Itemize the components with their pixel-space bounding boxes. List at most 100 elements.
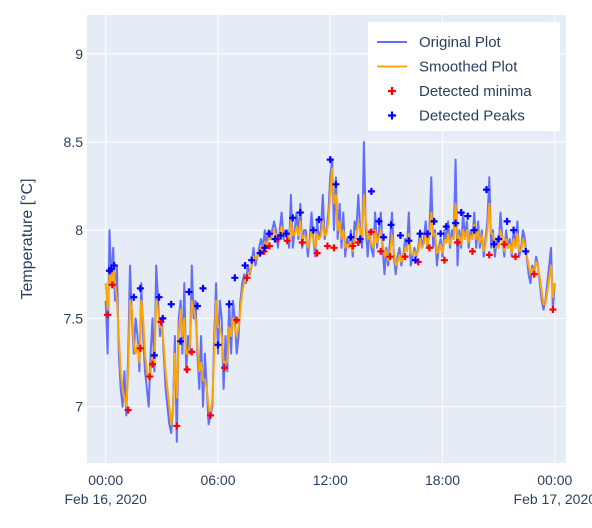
marker-point-3 — [332, 180, 340, 188]
y-tick-label: 7.5 — [64, 310, 84, 326]
marker-point-3 — [416, 230, 424, 238]
marker-point-3 — [185, 288, 193, 296]
marker-point-3 — [248, 256, 256, 264]
marker-point-3 — [265, 230, 273, 238]
marker-point-3 — [396, 231, 404, 239]
legend[interactable]: Original Plot Smoothed Plot Detected minim… — [368, 22, 560, 131]
marker-point-2 — [148, 360, 156, 368]
marker-point-2 — [367, 228, 375, 236]
marker-point-3 — [159, 314, 167, 322]
marker-point-3 — [150, 351, 158, 359]
x-tick-date-label: Feb 17, 2020 — [514, 491, 592, 507]
marker-point-3 — [347, 233, 355, 241]
legend-item-label[interactable]: Detected minima — [419, 83, 532, 100]
marker-point-3 — [277, 231, 285, 239]
x-tick-label: 18:00 — [425, 472, 460, 488]
marker-point-3 — [470, 226, 478, 234]
marker-point-2 — [221, 364, 229, 372]
marker-point-2 — [243, 274, 251, 282]
marker-point-3 — [231, 274, 239, 282]
y-tick-label: 8.5 — [64, 134, 84, 150]
x-tick-label: 00:00 — [537, 472, 572, 488]
marker-point-2 — [206, 411, 214, 419]
marker-point-3 — [452, 219, 460, 227]
marker-point-2 — [349, 242, 357, 250]
marker-point-2 — [354, 239, 362, 247]
marker-point-2 — [485, 251, 493, 259]
marker-point-2 — [530, 270, 538, 278]
marker-point-2 — [136, 344, 144, 352]
marker-point-2 — [183, 366, 191, 374]
marker-point-2 — [511, 253, 519, 261]
legend-item-label[interactable]: Detected Peaks — [419, 108, 525, 125]
marker-point-3 — [495, 235, 503, 243]
marker-point-3 — [326, 156, 334, 164]
marker-point-3 — [199, 284, 207, 292]
marker-point-3 — [167, 300, 175, 308]
marker-point-2 — [104, 311, 112, 319]
marker-point-3 — [107, 265, 115, 273]
series-layer — [104, 141, 557, 443]
marker-point-2 — [468, 247, 476, 255]
x-tick-label: 12:00 — [313, 472, 348, 488]
marker-point-3 — [430, 217, 438, 225]
marker-point-3 — [271, 235, 279, 243]
marker-point-2 — [233, 316, 241, 324]
marker-point-2 — [440, 256, 448, 264]
marker-point-2 — [377, 247, 385, 255]
marker-point-3 — [405, 237, 413, 245]
marker-point-3 — [367, 187, 375, 195]
marker-point-2 — [108, 281, 116, 289]
marker-point-3 — [296, 209, 304, 217]
y-axis-ticks: 7 7.5 8 8.5 9 — [64, 46, 84, 415]
marker-point-3 — [387, 221, 395, 229]
marker-point-3 — [130, 293, 138, 301]
marker-point-2 — [313, 249, 321, 257]
series-line-1 — [104, 167, 556, 426]
marker-point-2 — [453, 239, 461, 247]
marker-point-3 — [261, 244, 269, 252]
marker-point-2 — [425, 244, 433, 252]
x-tick-label: 00:00 — [88, 472, 123, 488]
marker-point-3 — [110, 261, 118, 269]
marker-point-2 — [265, 242, 273, 250]
marker-point-3 — [380, 233, 388, 241]
legend-item-label[interactable]: Original Plot — [419, 34, 502, 51]
marker-point-3 — [193, 302, 201, 310]
marker-point-2 — [157, 318, 165, 326]
marker-point-3 — [256, 249, 264, 257]
marker-point-3 — [490, 240, 498, 248]
marker-point-2 — [173, 422, 181, 430]
marker-point-3 — [375, 217, 383, 225]
y-axis-title: Temperature [°C] — [19, 178, 36, 299]
y-tick-label: 9 — [75, 46, 83, 62]
marker-point-3 — [315, 216, 323, 224]
y-tick-label: 8 — [75, 222, 83, 238]
marker-point-2 — [283, 237, 291, 245]
marker-point-2 — [298, 239, 306, 247]
marker-point-3 — [522, 247, 530, 255]
marker-point-3 — [136, 284, 144, 292]
marker-point-2 — [323, 242, 331, 250]
marker-point-3 — [464, 212, 472, 220]
legend-item-label[interactable]: Smoothed Plot — [419, 59, 518, 76]
x-tick-date-label: Feb 16, 2020 — [64, 491, 147, 507]
marker-point-2 — [146, 373, 154, 381]
marker-point-3 — [482, 186, 490, 194]
marker-point-2 — [330, 244, 338, 252]
marker-point-3 — [225, 300, 233, 308]
marker-point-2 — [188, 348, 196, 356]
marker-point-3 — [356, 235, 364, 243]
legend-box — [368, 22, 560, 131]
x-tick-label: 06:00 — [200, 472, 235, 488]
legend-marker-swatch — [388, 111, 396, 120]
marker-point-3 — [155, 293, 163, 301]
marker-point-3 — [411, 256, 419, 264]
marker-point-3 — [442, 223, 450, 231]
marker-point-3 — [177, 337, 185, 345]
marker-point-3 — [289, 214, 297, 222]
marker-point-2 — [401, 253, 409, 261]
marker-point-3 — [437, 230, 445, 238]
marker-point-2 — [549, 306, 557, 314]
